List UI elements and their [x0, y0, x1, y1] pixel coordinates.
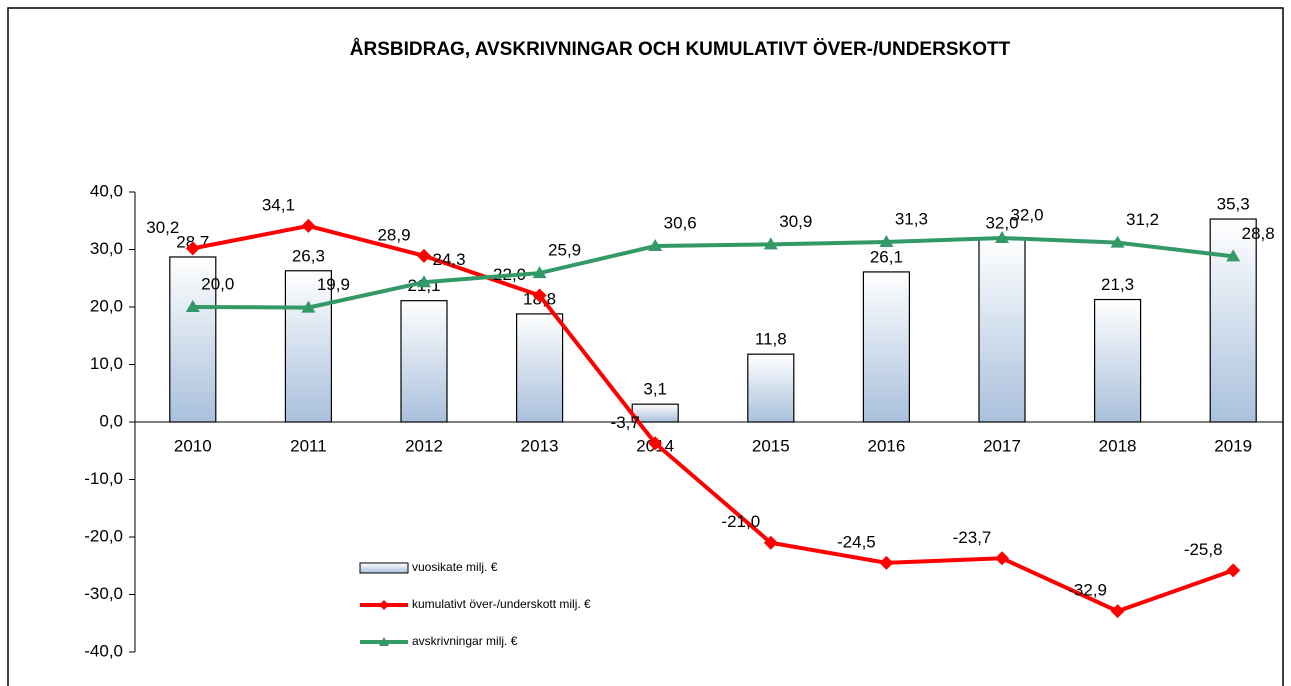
marker [301, 218, 316, 233]
data-label: 26,1 [870, 247, 903, 266]
data-label: -23,7 [953, 528, 992, 547]
bar [1093, 298, 1142, 423]
data-label: 32,0 [1010, 205, 1043, 224]
legend-label: vuosikate milj. € [412, 560, 498, 574]
y-tick-label: 30,0 [90, 239, 123, 258]
data-label: -3,7 [611, 413, 640, 432]
data-label: -24,5 [837, 532, 876, 551]
data-label: 20,0 [201, 274, 234, 293]
data-label: 32,0 [985, 213, 1018, 232]
line [192, 223, 1234, 614]
data-label: 28,8 [1242, 224, 1275, 243]
x-tick-label: 2010 [174, 436, 212, 455]
bar [400, 300, 448, 423]
data-label: 21,3 [1101, 275, 1134, 294]
bar [515, 313, 564, 423]
x-tick-label: 2015 [752, 436, 790, 455]
data-label: 26,3 [292, 246, 325, 265]
legend-swatch [359, 562, 409, 574]
x-tick-label: 2016 [867, 436, 905, 455]
data-label: 35,3 [1217, 195, 1250, 214]
marker [417, 248, 431, 263]
data-label: -21,0 [721, 512, 760, 531]
frame [7, 7, 1284, 686]
marker [1226, 249, 1241, 262]
data-label: 28,9 [377, 225, 410, 244]
data-label: 30,6 [664, 214, 697, 233]
data-label: 34,1 [262, 195, 295, 214]
legend-marker [379, 600, 389, 610]
line [192, 235, 1234, 310]
legend-marker [379, 637, 389, 646]
marker [532, 288, 547, 303]
bar [862, 271, 911, 423]
data-label: 11,8 [755, 330, 787, 349]
y-tick-label: -20,0 [84, 526, 123, 545]
x-tick-label: 2011 [290, 436, 327, 455]
x-tick-label: 2017 [983, 436, 1021, 455]
marker [1110, 235, 1125, 248]
marker [648, 239, 663, 252]
marker [648, 436, 663, 451]
data-label: 3,1 [643, 380, 667, 399]
data-label: 25,9 [548, 241, 581, 260]
marker [532, 266, 547, 279]
data-label: 31,3 [895, 210, 928, 229]
y-tick-label: 10,0 [90, 354, 123, 373]
bar [169, 256, 217, 423]
marker [879, 555, 894, 570]
y-tick-label: 40,0 [90, 181, 123, 200]
marker [763, 237, 778, 250]
legend-label: avskrivningar milj. € [412, 634, 518, 648]
data-label: 31,2 [1126, 210, 1159, 229]
y-tick-label: 0,0 [99, 411, 123, 430]
marker [879, 235, 894, 248]
legend-label: kumulativt över-/underskott milj. € [412, 597, 591, 611]
data-label: 30,2 [146, 218, 179, 237]
x-tick-label: 2012 [405, 436, 443, 455]
bar [747, 353, 795, 423]
y-tick-label: -10,0 [84, 469, 123, 488]
marker [763, 535, 778, 550]
chart-title: ÅRSBIDRAG, AVSKRIVNINGAR OCH KUMULATIVT … [350, 39, 1011, 60]
bar [284, 270, 332, 423]
marker [995, 231, 1009, 243]
marker [995, 551, 1009, 566]
data-label: -32,9 [1068, 581, 1107, 600]
data-label: -25,8 [1184, 540, 1223, 559]
marker [417, 275, 431, 288]
data-label: 19,9 [317, 275, 350, 294]
marker [301, 300, 316, 313]
data-label: 30,9 [779, 212, 812, 231]
y-tick-label: -30,0 [84, 584, 123, 603]
data-label: 24,3 [432, 250, 465, 269]
y-tick-label: 20,0 [90, 296, 123, 315]
marker [1110, 604, 1125, 619]
marker [185, 241, 200, 256]
x-tick-label: 2019 [1214, 436, 1252, 455]
bar [978, 237, 1026, 423]
y-tick-label: -40,0 [84, 641, 123, 660]
x-tick-label: 2013 [521, 436, 559, 455]
marker [185, 300, 200, 312]
x-tick-label: 2018 [1099, 436, 1137, 455]
marker [1226, 563, 1241, 578]
